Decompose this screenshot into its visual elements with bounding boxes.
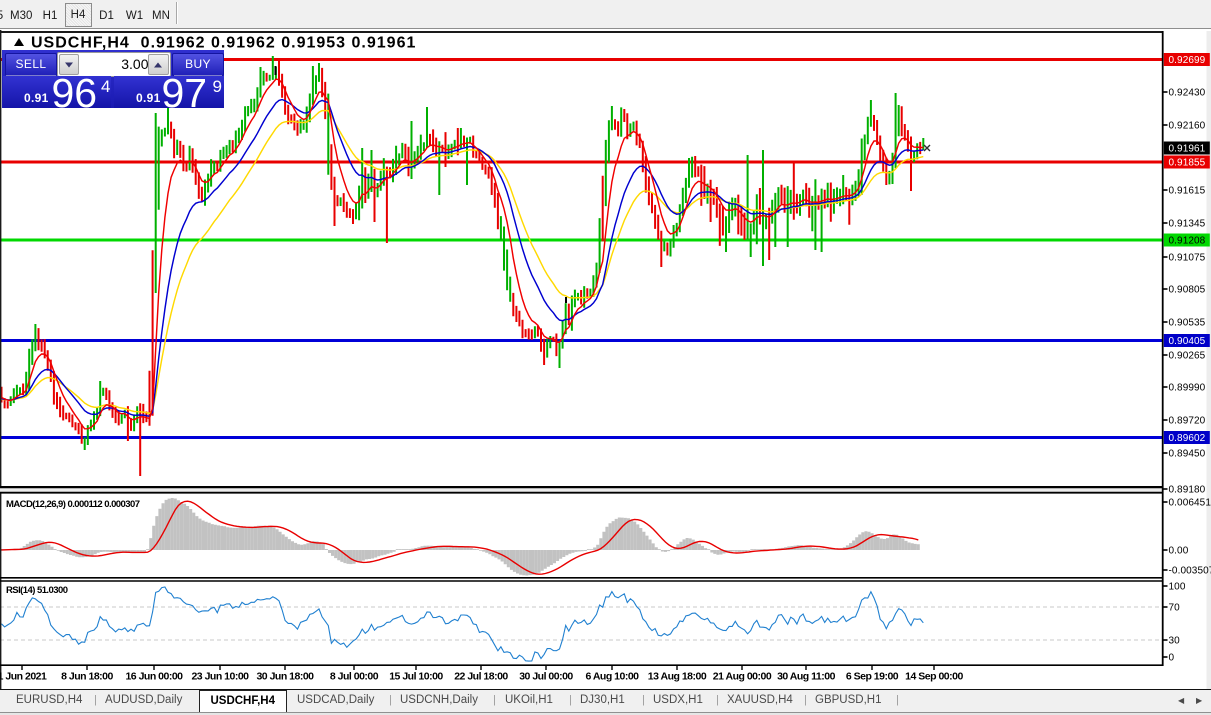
svg-text:30 Jul 00:00: 30 Jul 00:00	[519, 671, 573, 683]
svg-text:23 Jun 10:00: 23 Jun 10:00	[191, 671, 249, 683]
svg-text:100: 100	[1169, 582, 1186, 593]
svg-text:0.89720: 0.89720	[1169, 416, 1206, 427]
svg-text:0.89990: 0.89990	[1169, 383, 1206, 394]
svg-text:21 Aug 00:00: 21 Aug 00:00	[713, 671, 772, 683]
svg-text:0.006451: 0.006451	[1169, 498, 1211, 509]
svg-text:0.92699: 0.92699	[1169, 55, 1206, 66]
svg-text:0.89450: 0.89450	[1169, 449, 1206, 460]
svg-text:-0.003507: -0.003507	[1169, 566, 1211, 577]
svg-text:0.00: 0.00	[1169, 546, 1189, 557]
svg-text:13 Aug 18:00: 13 Aug 18:00	[648, 671, 707, 683]
svg-text:6 Sep 19:00: 6 Sep 19:00	[846, 671, 899, 683]
svg-text:22 Jul 18:00: 22 Jul 18:00	[454, 671, 508, 683]
svg-text:30: 30	[1169, 636, 1181, 647]
svg-text:USDCHF,H4 0.91962 0.91962 0.9: USDCHF,H4 0.91962 0.91962 0.91953 0.9196…	[31, 35, 416, 52]
svg-text:0.91615: 0.91615	[1169, 186, 1206, 197]
svg-text:0.90805: 0.90805	[1169, 285, 1206, 296]
svg-text:30 Jun 18:00: 30 Jun 18:00	[256, 671, 314, 683]
svg-text:6 Aug 10:00: 6 Aug 10:00	[585, 671, 639, 683]
svg-text:0: 0	[1169, 653, 1175, 664]
svg-text:0.92160: 0.92160	[1169, 121, 1206, 132]
svg-text:RSI(14) 51.0300: RSI(14) 51.0300	[6, 585, 68, 596]
svg-text:70: 70	[1169, 603, 1181, 614]
svg-text:30 Aug 11:00: 30 Aug 11:00	[777, 671, 835, 683]
svg-text:0.91345: 0.91345	[1169, 219, 1206, 230]
svg-text:0.90265: 0.90265	[1169, 351, 1206, 362]
svg-text:0.91075: 0.91075	[1169, 253, 1206, 264]
svg-text:0.90535: 0.90535	[1169, 318, 1206, 329]
svg-text:0.91961: 0.91961	[1169, 144, 1206, 155]
svg-text:16 Jun 00:00: 16 Jun 00:00	[125, 671, 183, 683]
svg-text:8 Jun 18:00: 8 Jun 18:00	[61, 671, 113, 683]
svg-text:MACD(12,26,9) 0.000112 0.00030: MACD(12,26,9) 0.000112 0.000307	[6, 499, 140, 510]
svg-text:1 Jun 2021: 1 Jun 2021	[0, 671, 47, 683]
svg-text:14 Sep 00:00: 14 Sep 00:00	[905, 671, 963, 683]
svg-text:0.91208: 0.91208	[1169, 236, 1206, 247]
svg-text:0.90405: 0.90405	[1169, 336, 1206, 347]
svg-text:15 Jul 10:00: 15 Jul 10:00	[389, 671, 443, 683]
svg-text:0.89180: 0.89180	[1169, 485, 1206, 496]
svg-text:0.89602: 0.89602	[1169, 433, 1206, 444]
svg-text:0.91855: 0.91855	[1169, 158, 1206, 169]
svg-text:0.92430: 0.92430	[1169, 88, 1206, 99]
svg-text:8 Jul 00:00: 8 Jul 00:00	[330, 671, 379, 683]
